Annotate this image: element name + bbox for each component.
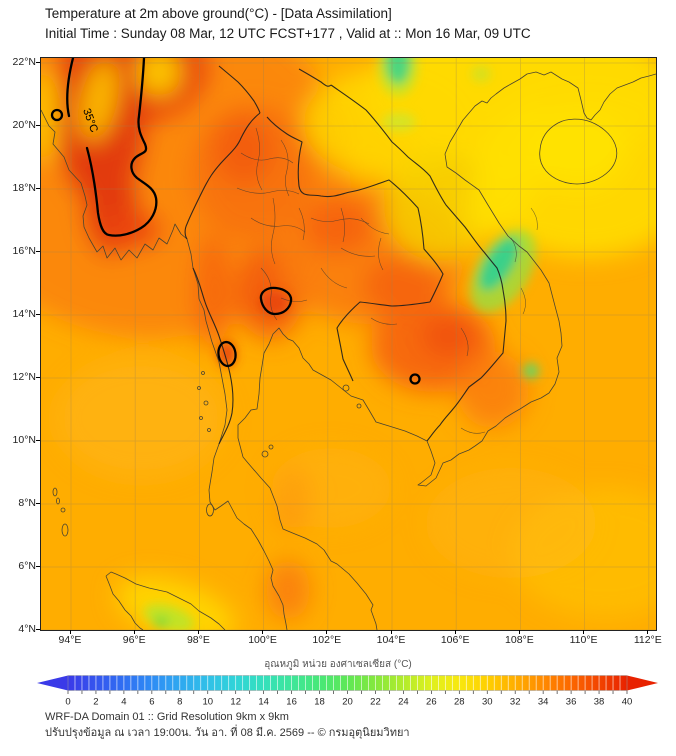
lat-tick-label: 12°N — [12, 370, 36, 383]
colorbar-tick-label: 12 — [230, 697, 241, 708]
lat-tick-label: 18°N — [12, 181, 36, 194]
lat-tick-label: 6°N — [18, 559, 36, 572]
lat-tick-mark — [35, 250, 40, 252]
lat-tick-mark — [35, 187, 40, 189]
colorbar-tick-label: 18 — [314, 697, 325, 708]
lat-tick-mark — [35, 124, 40, 126]
lon-tick-label: 110°E — [569, 634, 598, 646]
colorbar-tick-label: 26 — [426, 697, 437, 708]
lat-tick-label: 16°N — [12, 244, 36, 257]
temperature-field-blobs — [41, 58, 656, 630]
colorbar-tick-label: 36 — [566, 697, 577, 708]
lon-tick-label: 94°E — [58, 634, 82, 646]
lat-tick-label: 14°N — [12, 307, 36, 320]
colorbar-title: อุณหภูมิ หน่วย องศาเซลเซียส (°C) — [264, 659, 412, 670]
colorbar-tick-label: 4 — [121, 697, 126, 708]
lat-tick-label: 22°N — [12, 55, 36, 68]
lon-tick-label: 96°E — [122, 634, 146, 646]
colorbar-tick-label: 38 — [594, 697, 605, 708]
colorbar-tick-label: 32 — [510, 697, 521, 708]
lat-tick-label: 10°N — [12, 433, 36, 446]
colorbar-tick-label: 6 — [149, 697, 154, 708]
colorbar-tick-label: 40 — [622, 697, 633, 708]
lon-tick-label: 102°E — [312, 634, 342, 646]
lat-tick-mark — [35, 61, 40, 63]
contour-35c — [50, 58, 421, 385]
colorbar-left-arrow — [37, 675, 68, 691]
lon-tick-label: 106°E — [440, 634, 470, 646]
lon-tick-label: 104°E — [376, 634, 406, 646]
country-borders — [184, 65, 507, 445]
temperature-map: 35°C — [41, 58, 656, 630]
lon-tick-mark — [326, 630, 328, 634]
lon-tick-mark — [518, 630, 520, 634]
lat-tick-mark — [35, 502, 40, 504]
lat-tick-mark — [35, 565, 40, 567]
lon-tick-mark — [197, 630, 199, 634]
colorbar-tick-label: 30 — [482, 697, 493, 708]
colorbar-right-arrow — [627, 675, 658, 691]
lat-tick-mark — [35, 628, 40, 630]
page-subtitle: Initial Time : Sunday 08 Mar, 12 UTC FCS… — [45, 26, 531, 41]
colorbar-tick-label: 10 — [202, 697, 213, 708]
colorbar-tick-label: 8 — [177, 697, 182, 708]
colorbar-tick-label: 24 — [398, 697, 409, 708]
footer-domain-info: WRF-DA Domain 01 :: Grid Resolution 9km … — [45, 711, 289, 723]
lon-tick-label: 112°E — [633, 634, 662, 646]
lon-tick-mark — [133, 630, 135, 634]
colorbar-tick-label: 16 — [286, 697, 297, 708]
colorbar-tick-label: 28 — [454, 697, 465, 708]
lon-tick-mark — [583, 630, 585, 634]
lat-tick-mark — [35, 376, 40, 378]
lon-tick-mark — [69, 630, 71, 634]
colorbar-tick-label: 22 — [370, 697, 381, 708]
colorbar-tick-label: 14 — [258, 697, 269, 708]
lat-tick-label: 20°N — [12, 118, 36, 131]
lon-tick-mark — [262, 630, 264, 634]
colorbar-tick-label: 2 — [93, 697, 98, 708]
coastlines — [41, 71, 656, 630]
lon-tick-label: 108°E — [505, 634, 534, 646]
lat-tick-mark — [35, 439, 40, 441]
lon-tick-mark — [647, 630, 649, 634]
lat-tick-label: 8°N — [18, 496, 36, 509]
lat-tick-label: 4°N — [18, 622, 36, 635]
colorbar: 0 2 4 6 8 10 12 14 16 18 20 22 24 26 28 30 32 34 36 38 40 — [37, 675, 658, 708]
page-title: Temperature at 2m above ground(°C) - [Da… — [45, 6, 392, 21]
colorbar-tick-label: 20 — [342, 697, 353, 708]
lon-tick-label: 100°E — [248, 634, 277, 646]
province-boundaries — [236, 127, 538, 434]
footer-update-info: ปรับปรุงข้อมูล ณ เวลา 19:00น. วัน อา. ที… — [45, 727, 410, 739]
colorbar-tick-label: 0 — [65, 697, 70, 708]
colorbar-tick-label: 34 — [538, 697, 549, 708]
lat-tick-mark — [35, 313, 40, 315]
lon-tick-mark — [390, 630, 392, 634]
cool-spots-blobs — [143, 58, 539, 630]
lon-tick-mark — [454, 630, 456, 634]
map-plot-area: 35°C — [40, 57, 657, 631]
lon-tick-label: 98°E — [186, 634, 210, 646]
